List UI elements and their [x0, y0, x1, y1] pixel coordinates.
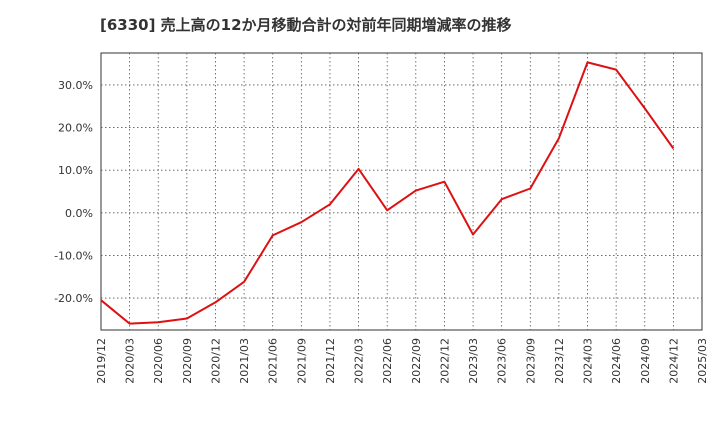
y-tick-label: 10.0%: [58, 164, 93, 177]
x-tick-label: 2024/09: [639, 338, 652, 384]
x-tick-label: 2021/09: [295, 338, 308, 384]
x-tick-label: 2023/12: [553, 338, 566, 384]
x-tick-label: 2020/09: [181, 338, 194, 384]
x-tick-label: 2022/06: [381, 338, 394, 384]
grid-lines: [101, 53, 702, 330]
x-tick-label: 2019/12: [95, 338, 108, 384]
plot-area: [100, 52, 703, 331]
x-tick-label: 2025/03: [696, 338, 709, 384]
x-tick-label: 2020/03: [124, 338, 137, 384]
x-tick-label: 2022/12: [438, 338, 451, 384]
series: [100, 61, 675, 325]
x-tick-label: 2023/03: [467, 338, 480, 384]
x-tick-label: 2024/03: [582, 338, 595, 384]
x-tick-label: 2023/09: [524, 338, 537, 384]
y-tick-label: 20.0%: [58, 122, 93, 135]
x-tick-label: 2020/12: [209, 338, 222, 384]
x-tick-label: 2020/06: [152, 338, 165, 384]
x-tick-label: 2024/12: [667, 338, 680, 384]
x-tick-label: 2021/03: [238, 338, 251, 384]
y-tick-label: -20.0%: [54, 292, 93, 305]
y-tick-label: 0.0%: [65, 207, 93, 220]
y-axis: 30.0% 20.0% 10.0% 0.0% -10.0% -20.0%: [54, 79, 93, 305]
y-tick-label: 30.0%: [58, 79, 93, 92]
x-tick-label: 2022/09: [410, 338, 423, 384]
x-tick-label: 2023/06: [496, 338, 509, 384]
x-tick-label: 2021/06: [267, 338, 280, 384]
x-axis: 2019/12 2020/03 2020/06 2020/09 2020/12 2021/…: [95, 338, 709, 384]
x-tick-label: 2022/03: [353, 338, 366, 384]
x-tick-label: 2021/12: [324, 338, 337, 384]
series-line: [100, 61, 675, 325]
y-tick-label: -10.0%: [54, 249, 93, 262]
chart-title: [6330] 売上高の12か月移動合計の対前年同期増減率の推移: [100, 16, 512, 34]
x-tick-label: 2024/06: [610, 338, 623, 384]
